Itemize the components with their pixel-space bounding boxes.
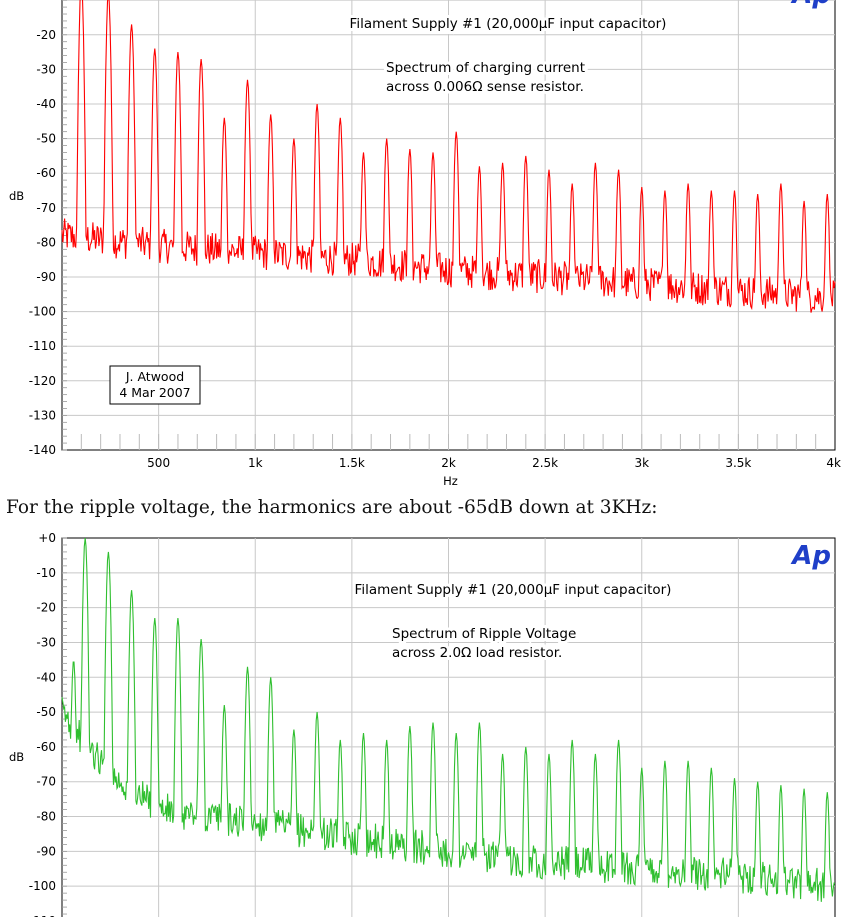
y-tick-label: -10 bbox=[36, 566, 56, 580]
y-tick-label: -110 bbox=[29, 914, 56, 917]
y-tick-label: -60 bbox=[36, 740, 56, 754]
ap-logo: Ap bbox=[790, 541, 831, 571]
x-tick-label: 4k bbox=[826, 456, 841, 470]
chart-annotation: Spectrum of charging current bbox=[386, 60, 585, 76]
y-tick-label: -100 bbox=[29, 305, 56, 319]
charging-current-spectrum-chart: -20 -30 -40 -50 -60 -70 -80 -90 -100 -110 -120 -130… bbox=[9, 0, 841, 488]
y-axis-label: dB bbox=[9, 750, 24, 764]
y-tick-label: -80 bbox=[36, 810, 56, 824]
y-tick-label: -20 bbox=[36, 601, 56, 615]
chart-title: Filament Supply #1 (20,000µF input capac… bbox=[350, 16, 667, 32]
series-line bbox=[61, 537, 836, 902]
y-tick-label: -140 bbox=[29, 443, 56, 457]
y-tick-label: -50 bbox=[36, 705, 56, 719]
series-line bbox=[61, 0, 836, 313]
y-tick-label: +0 bbox=[38, 531, 56, 545]
y-tick-label: -60 bbox=[36, 166, 56, 180]
chart-title: Filament Supply #1 (20,000µF input capac… bbox=[355, 582, 672, 598]
y-tick-label: -110 bbox=[29, 339, 56, 353]
y-tick-label: -100 bbox=[29, 879, 56, 893]
chart-annotation: Spectrum of Ripple Voltage bbox=[392, 626, 576, 642]
x-tick-label: 2.5k bbox=[532, 456, 558, 470]
x-tick-label: 1.5k bbox=[339, 456, 365, 470]
y-tick-label: -130 bbox=[29, 408, 56, 422]
y-tick-label: -80 bbox=[36, 235, 56, 249]
y-tick-label: -70 bbox=[36, 201, 56, 215]
y-tick-label: -90 bbox=[36, 270, 56, 284]
x-tick-label: 500 bbox=[147, 456, 170, 470]
ripple-voltage-spectrum-chart: +0 -10 -20 -30 -40 -50 -60 -70 -80 -90 -100 -110 dB F… bbox=[9, 531, 836, 917]
y-tick-label: -30 bbox=[36, 62, 56, 76]
signature-line: 4 Mar 2007 bbox=[119, 385, 190, 400]
ripple-voltage-caption: For the ripple voltage, the harmonics ar… bbox=[6, 497, 658, 518]
chart-annotation: across 2.0Ω load resistor. bbox=[392, 645, 562, 661]
x-tick-label: 3.5k bbox=[725, 456, 751, 470]
signature-line: J. Atwood bbox=[125, 369, 184, 384]
signature-frame bbox=[109, 365, 201, 405]
chart-annotation: across 0.006Ω sense resistor. bbox=[386, 79, 584, 95]
y-tick-label: -40 bbox=[36, 670, 56, 684]
x-tick-label: 3k bbox=[634, 456, 649, 470]
y-tick-label: -20 bbox=[36, 28, 56, 42]
x-tick-label: 2k bbox=[441, 456, 456, 470]
x-tick-label: 1k bbox=[248, 456, 263, 470]
y-tick-label: -120 bbox=[29, 374, 56, 388]
y-tick-label: -70 bbox=[36, 775, 56, 789]
y-tick-label: -40 bbox=[36, 97, 56, 111]
y-tick-label: -90 bbox=[36, 844, 56, 858]
y-tick-label: -30 bbox=[36, 635, 56, 649]
ap-logo: Ap bbox=[790, 0, 831, 10]
y-axis-label: dB bbox=[9, 189, 24, 203]
y-tick-label: -50 bbox=[36, 132, 56, 146]
x-axis-label: Hz bbox=[443, 474, 458, 488]
